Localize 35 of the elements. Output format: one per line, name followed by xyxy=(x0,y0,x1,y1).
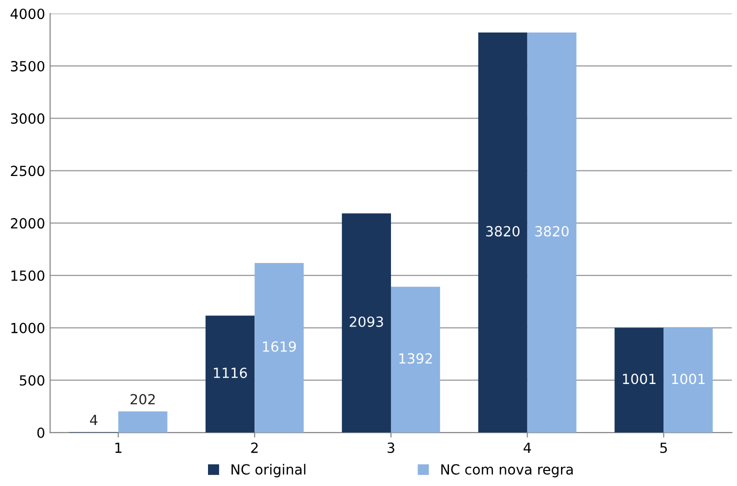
legend-label: NC original xyxy=(232,464,306,478)
bar xyxy=(342,213,391,433)
bar xyxy=(254,262,304,433)
data-label: 202 xyxy=(130,394,155,405)
y-tick-label: 1000 xyxy=(11,322,44,334)
bar xyxy=(206,316,255,433)
data-label: 3820 xyxy=(486,226,520,237)
x-tick-label: 3 xyxy=(388,442,394,454)
bar xyxy=(664,328,713,433)
y-tick-label: 500 xyxy=(20,375,44,386)
legend-label: NC com nova regra xyxy=(441,464,573,478)
x-tick-label: 2 xyxy=(251,442,258,453)
y-tick-label: 3500 xyxy=(10,60,44,72)
data-label: 1619 xyxy=(263,341,296,352)
x-tick-label: 5 xyxy=(660,442,667,454)
y-tick-label: 0 xyxy=(37,428,44,438)
bar xyxy=(527,32,576,433)
data-label: 3820 xyxy=(535,226,569,237)
y-tick-label: 2500 xyxy=(10,166,44,176)
bar xyxy=(390,286,440,433)
bar xyxy=(614,328,664,433)
bar xyxy=(118,411,168,433)
bar xyxy=(478,32,528,433)
x-tick-label: 1 xyxy=(115,442,122,453)
data-label: 1001 xyxy=(622,374,656,384)
data-label: 1392 xyxy=(399,353,432,364)
data-label: 4 xyxy=(90,414,98,426)
y-tick-label: 1500 xyxy=(11,270,44,281)
data-label: 1001 xyxy=(672,374,705,384)
y-tick-label: 3000 xyxy=(10,113,44,124)
y-tick-label: 4000 xyxy=(10,8,44,20)
x-tick-label: 4 xyxy=(524,442,531,453)
y-tick-label: 2000 xyxy=(10,218,44,229)
data-label: 2093 xyxy=(350,316,383,327)
data-label: 1116 xyxy=(214,368,247,378)
